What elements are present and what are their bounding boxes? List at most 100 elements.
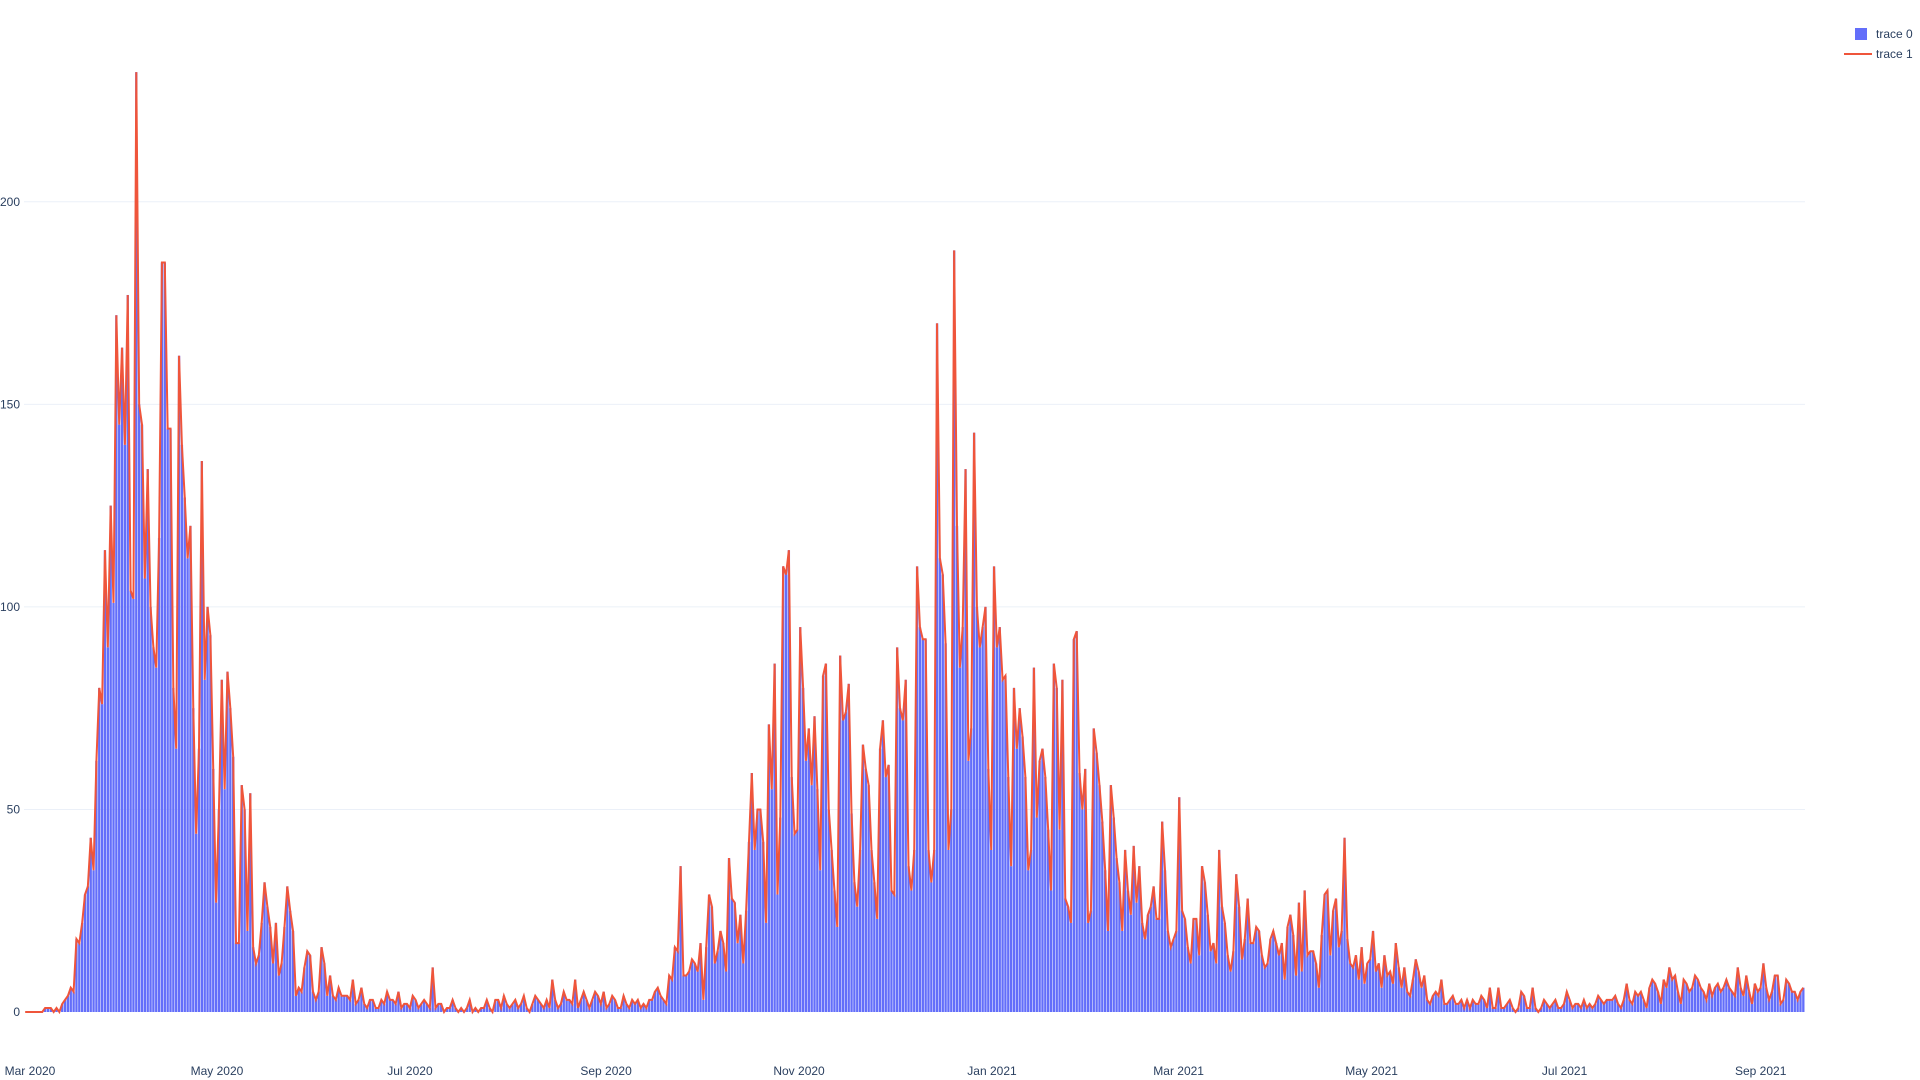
- bar[interactable]: [1414, 959, 1417, 1012]
- bar[interactable]: [1246, 898, 1249, 1012]
- bar[interactable]: [1773, 975, 1776, 1012]
- bar[interactable]: [921, 639, 924, 1012]
- bar[interactable]: [200, 461, 204, 1012]
- bar[interactable]: [568, 999, 571, 1012]
- bar[interactable]: [400, 1007, 403, 1012]
- bar[interactable]: [49, 1007, 52, 1012]
- bar[interactable]: [172, 687, 175, 1012]
- bar[interactable]: [1149, 906, 1152, 1012]
- bar[interactable]: [779, 817, 782, 1012]
- bar[interactable]: [1408, 995, 1412, 1012]
- bar[interactable]: [1494, 1007, 1497, 1012]
- bar[interactable]: [1269, 939, 1272, 1012]
- bar[interactable]: [668, 975, 671, 1012]
- bar[interactable]: [876, 918, 879, 1012]
- bar[interactable]: [1577, 1003, 1580, 1012]
- bar[interactable]: [1163, 870, 1167, 1012]
- bar[interactable]: [246, 930, 249, 1012]
- bar[interactable]: [1682, 979, 1685, 1012]
- bar[interactable]: [816, 789, 819, 1012]
- bar[interactable]: [177, 355, 181, 1013]
- bar[interactable]: [314, 999, 317, 1012]
- bar[interactable]: [354, 1003, 357, 1012]
- bar[interactable]: [422, 999, 426, 1012]
- bar[interactable]: [126, 294, 129, 1013]
- bar[interactable]: [1012, 687, 1016, 1012]
- bar[interactable]: [531, 1003, 534, 1012]
- bar[interactable]: [548, 1007, 551, 1012]
- bar[interactable]: [1323, 894, 1326, 1012]
- bar[interactable]: [69, 987, 72, 1012]
- bar[interactable]: [1357, 979, 1360, 1012]
- bar[interactable]: [1240, 959, 1244, 1012]
- bar[interactable]: [448, 1007, 451, 1012]
- bar[interactable]: [1121, 930, 1124, 1012]
- bar[interactable]: [1126, 890, 1130, 1012]
- bar[interactable]: [112, 602, 115, 1012]
- bar[interactable]: [229, 708, 232, 1012]
- bar[interactable]: [514, 999, 517, 1012]
- bar[interactable]: [1158, 918, 1161, 1012]
- bar[interactable]: [43, 1007, 47, 1012]
- bar[interactable]: [784, 574, 788, 1012]
- bar[interactable]: [850, 813, 853, 1013]
- bar[interactable]: [690, 959, 694, 1012]
- bar[interactable]: [1351, 967, 1355, 1012]
- bar[interactable]: [1591, 1007, 1594, 1012]
- bar[interactable]: [1337, 947, 1341, 1012]
- bar[interactable]: [927, 849, 930, 1012]
- bar[interactable]: [981, 627, 984, 1012]
- bar[interactable]: [1018, 708, 1021, 1012]
- bar[interactable]: [1765, 987, 1768, 1012]
- bar[interactable]: [180, 444, 184, 1013]
- bar[interactable]: [613, 999, 617, 1012]
- bar[interactable]: [66, 995, 70, 1012]
- bar[interactable]: [226, 671, 229, 1012]
- legend-item-trace-0[interactable]: trace 0: [1855, 27, 1913, 41]
- bar[interactable]: [1300, 971, 1303, 1012]
- bar[interactable]: [579, 999, 583, 1012]
- bar[interactable]: [1007, 777, 1010, 1012]
- bar[interactable]: [915, 566, 919, 1012]
- bar[interactable]: [431, 967, 434, 1012]
- bar[interactable]: [890, 890, 893, 1012]
- bar[interactable]: [425, 1003, 429, 1012]
- bar[interactable]: [1229, 971, 1232, 1012]
- bar[interactable]: [417, 1007, 420, 1012]
- bar[interactable]: [1488, 987, 1492, 1012]
- bar[interactable]: [414, 999, 417, 1012]
- bar[interactable]: [206, 606, 209, 1012]
- bar[interactable]: [118, 424, 121, 1013]
- bar[interactable]: [571, 1003, 574, 1012]
- bar[interactable]: [924, 639, 927, 1012]
- bar[interactable]: [348, 999, 352, 1012]
- bar[interactable]: [665, 1003, 668, 1012]
- bar[interactable]: [300, 991, 303, 1012]
- bar[interactable]: [277, 975, 280, 1012]
- bar[interactable]: [1505, 1003, 1509, 1012]
- bar[interactable]: [103, 550, 107, 1012]
- bar[interactable]: [189, 525, 192, 1012]
- bar[interactable]: [1123, 849, 1127, 1012]
- bar[interactable]: [1522, 995, 1526, 1012]
- bar[interactable]: [194, 833, 198, 1012]
- bar[interactable]: [901, 720, 905, 1012]
- bar[interactable]: [930, 882, 933, 1012]
- bar[interactable]: [1520, 991, 1523, 1012]
- bar[interactable]: [670, 979, 674, 1012]
- bar[interactable]: [95, 760, 98, 1012]
- bar[interactable]: [374, 1007, 377, 1012]
- bar[interactable]: [525, 1007, 528, 1012]
- bar[interactable]: [75, 939, 78, 1012]
- bar[interactable]: [1725, 979, 1728, 1012]
- bar[interactable]: [291, 930, 295, 1012]
- bar[interactable]: [511, 1003, 514, 1012]
- bar[interactable]: [160, 262, 164, 1012]
- bar[interactable]: [887, 764, 890, 1012]
- bar[interactable]: [773, 663, 776, 1012]
- bar[interactable]: [910, 890, 913, 1012]
- bar[interactable]: [100, 704, 104, 1012]
- bar[interactable]: [1178, 797, 1181, 1012]
- bar[interactable]: [1696, 979, 1700, 1012]
- bar[interactable]: [357, 999, 360, 1012]
